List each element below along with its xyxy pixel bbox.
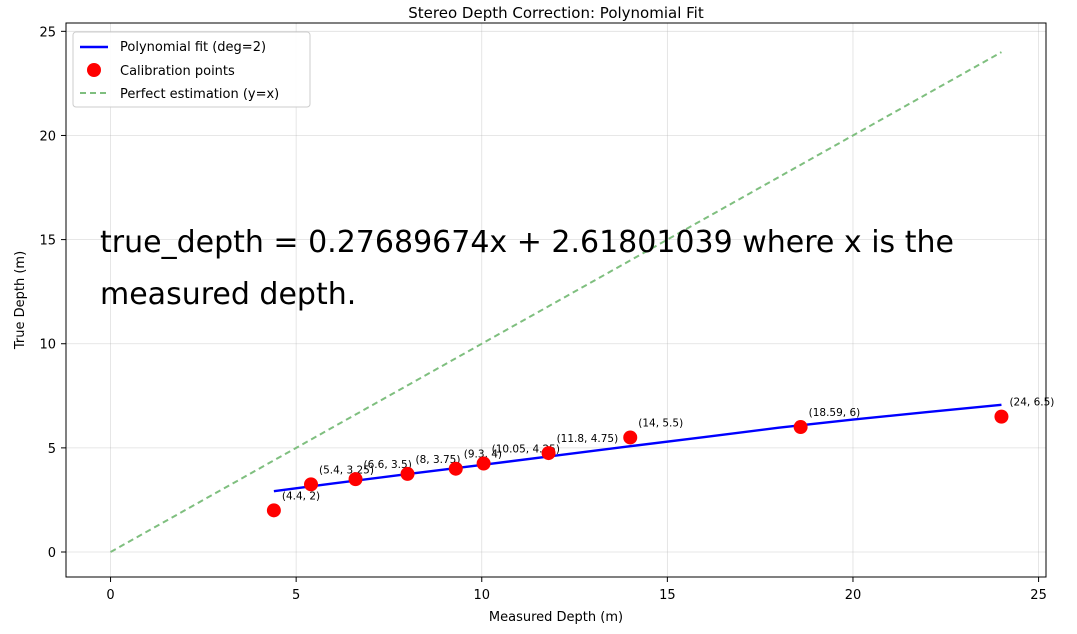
- y-tick-label: 5: [48, 442, 56, 457]
- y-axis-label: True Depth (m): [13, 251, 28, 350]
- calibration-point: [994, 409, 1009, 424]
- calibration-point: [476, 456, 491, 471]
- legend-points-label: Calibration points: [120, 64, 235, 79]
- calibration-point: [348, 472, 363, 487]
- axes-frame: [65, 22, 1047, 578]
- legend-box: [72, 31, 311, 108]
- point-label: (11.8, 4.75): [557, 433, 619, 445]
- ticks: 0 5 10 15 20 25 0 5 10 15 20 25: [39, 25, 1046, 603]
- chart-title: Stereo Depth Correction: Polynomial Fit: [408, 4, 704, 22]
- calibration-point: [400, 466, 415, 481]
- y-tick-label: 25: [39, 25, 56, 40]
- calibration-point: [304, 477, 318, 492]
- plot-area: (4.4, 2) (5.4, 3.25)(6.6, 3.5) (8, 3.75) (9…: [110, 51, 1054, 553]
- point-label: (24, 6.5): [1009, 397, 1054, 409]
- legend: Polynomial fit (deg=2) Calibration point…: [72, 31, 311, 108]
- y-tick-label: 10: [39, 338, 56, 353]
- point-label: (9.3, 4): [464, 449, 502, 461]
- identity-line: [110, 51, 1002, 553]
- grid: [66, 23, 1046, 577]
- legend-points-swatch: [87, 63, 101, 77]
- x-tick-label: 10: [473, 588, 490, 603]
- x-tick-label: 25: [1030, 588, 1047, 603]
- point-label: (14, 5.5): [638, 417, 683, 429]
- fit-line: [273, 403, 1002, 493]
- point-label: (8, 3.75): [416, 454, 461, 466]
- y-tick-label: 15: [39, 234, 56, 249]
- y-tick-label: 20: [39, 129, 56, 144]
- x-tick-label: 15: [659, 588, 676, 603]
- legend-fit-label: Polynomial fit (deg=2): [120, 40, 266, 55]
- point-label: (18.59, 6): [809, 407, 861, 419]
- equation-annotation-line1: true_depth = 0.27689674x + 2.61801039 wh…: [100, 225, 954, 260]
- point-label: (4.4, 2): [282, 490, 320, 502]
- point-label: (5.4, 3.25): [319, 464, 374, 476]
- calibration-point: [541, 446, 556, 461]
- calibration-point: [448, 461, 463, 476]
- x-tick-label: 5: [292, 588, 300, 603]
- y-tick-label: 0: [48, 546, 56, 561]
- x-axis-label: Measured Depth (m): [489, 610, 623, 625]
- calibration-point: [623, 430, 638, 445]
- x-tick-label: 20: [845, 588, 862, 603]
- calibration-point: [266, 503, 281, 518]
- x-tick-label: 0: [106, 588, 114, 603]
- calibration-point: [793, 420, 808, 435]
- legend-identity-label: Perfect estimation (y=x): [120, 87, 279, 102]
- point-label: (6.6, 3.5): [364, 459, 412, 471]
- equation-annotation-line2: measured depth.: [100, 277, 356, 312]
